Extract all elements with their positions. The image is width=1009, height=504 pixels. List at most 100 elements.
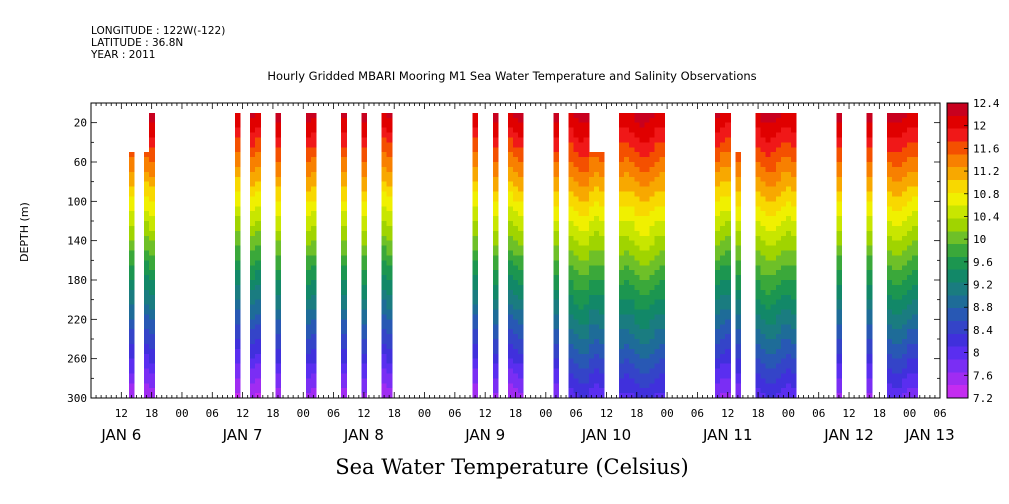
heatmap-cell — [886, 299, 893, 306]
heatmap-cell — [639, 235, 645, 242]
heatmap-cell — [654, 186, 661, 193]
heatmap-cell — [472, 112, 479, 119]
heatmap-cell — [255, 176, 261, 183]
heatmap-cell — [149, 319, 155, 325]
heatmap-cell — [629, 348, 635, 355]
heatmap-cell — [250, 309, 256, 316]
heatmap-cell — [720, 147, 726, 153]
heatmap-cell — [765, 186, 772, 193]
heatmap-cell — [472, 388, 479, 394]
heatmap-cell — [578, 363, 585, 370]
heatmap-cell — [790, 373, 797, 379]
heatmap-cell — [836, 157, 843, 163]
heatmap-cell — [472, 343, 479, 350]
heatmap-cell — [902, 245, 908, 252]
x-tick-label: 00 — [782, 407, 795, 420]
heatmap-cell — [512, 348, 519, 355]
heatmap-cell — [735, 299, 741, 306]
heatmap-cell — [785, 157, 792, 163]
heatmap-cell — [492, 368, 499, 375]
heatmap-cell — [765, 334, 772, 340]
heatmap-cell — [573, 147, 580, 153]
heatmap-cell — [891, 152, 898, 158]
heatmap-cell — [790, 191, 797, 198]
heatmap-cell — [649, 284, 656, 291]
heatmap-cell — [512, 117, 519, 124]
heatmap-cell — [720, 230, 726, 237]
heatmap-cell — [518, 166, 524, 173]
heatmap-cell — [578, 137, 585, 143]
heatmap-cell — [649, 206, 656, 212]
heatmap-cell — [897, 260, 903, 266]
heatmap-cell — [588, 166, 595, 173]
heatmap-cell — [568, 358, 575, 365]
heatmap-cell — [310, 358, 317, 365]
heatmap-cell — [770, 245, 777, 252]
data-column — [341, 112, 347, 399]
heatmap-cell — [128, 255, 135, 261]
heatmap-cell — [512, 191, 519, 198]
heatmap-cell — [790, 270, 797, 276]
heatmap-cell — [507, 206, 514, 212]
heatmap-cell — [760, 265, 767, 271]
heatmap-cell — [649, 265, 656, 271]
heatmap-cell — [644, 176, 651, 183]
heatmap-cell — [573, 201, 580, 207]
heatmap-cell — [578, 348, 585, 355]
heatmap-cell — [568, 171, 575, 178]
heatmap-cell — [715, 225, 721, 232]
heatmap-cell — [897, 324, 903, 330]
heatmap-cell — [619, 294, 625, 301]
heatmap-cell — [361, 206, 368, 212]
heatmap-cell — [472, 378, 479, 384]
heatmap-cell — [588, 245, 595, 252]
heatmap-cell — [381, 157, 388, 163]
heatmap-cell — [578, 117, 585, 124]
heatmap-cell — [341, 348, 347, 355]
data-column — [472, 112, 479, 399]
heatmap-cell — [659, 171, 666, 178]
heatmap-cell — [518, 275, 524, 281]
heatmap-cell — [386, 201, 393, 207]
heatmap-cell — [598, 235, 605, 242]
heatmap-cell — [144, 216, 150, 222]
heatmap-cell — [149, 324, 155, 330]
heatmap-cell — [275, 176, 282, 183]
heatmap-cell — [578, 260, 585, 266]
heatmap-cell — [624, 132, 630, 139]
heatmap-cell — [775, 319, 782, 325]
heatmap-cell — [275, 294, 282, 301]
heatmap-cell — [507, 166, 514, 173]
heatmap-cell — [149, 186, 155, 193]
heatmap-cell — [235, 117, 241, 124]
heatmap-cell — [654, 230, 661, 237]
heatmap-cell — [553, 206, 560, 212]
heatmap-cell — [128, 299, 135, 306]
heatmap-cell — [553, 201, 560, 207]
heatmap-cell — [765, 166, 772, 173]
heatmap-cell — [715, 368, 721, 375]
heatmap-cell — [654, 196, 661, 202]
heatmap-cell — [149, 166, 155, 173]
heatmap-cell — [891, 176, 898, 183]
heatmap-cell — [639, 275, 645, 281]
heatmap-cell — [866, 181, 873, 188]
heatmap-cell — [770, 152, 777, 158]
heatmap-cell — [144, 373, 150, 379]
heatmap-cell — [902, 122, 908, 129]
heatmap-cell — [891, 329, 898, 335]
heatmap-cell — [770, 280, 777, 286]
heatmap-cell — [725, 162, 731, 168]
heatmap-cell — [907, 309, 913, 316]
heatmap-cell — [553, 137, 560, 143]
heatmap-cell — [573, 152, 580, 158]
heatmap-cell — [381, 368, 388, 375]
heatmap-cell — [305, 171, 312, 178]
heatmap-cell — [735, 230, 741, 237]
heatmap-cell — [866, 324, 873, 330]
heatmap-cell — [715, 147, 721, 153]
heatmap-cell — [760, 132, 767, 139]
heatmap-cell — [619, 275, 625, 281]
heatmap-cell — [866, 309, 873, 316]
heatmap-cell — [341, 275, 347, 281]
